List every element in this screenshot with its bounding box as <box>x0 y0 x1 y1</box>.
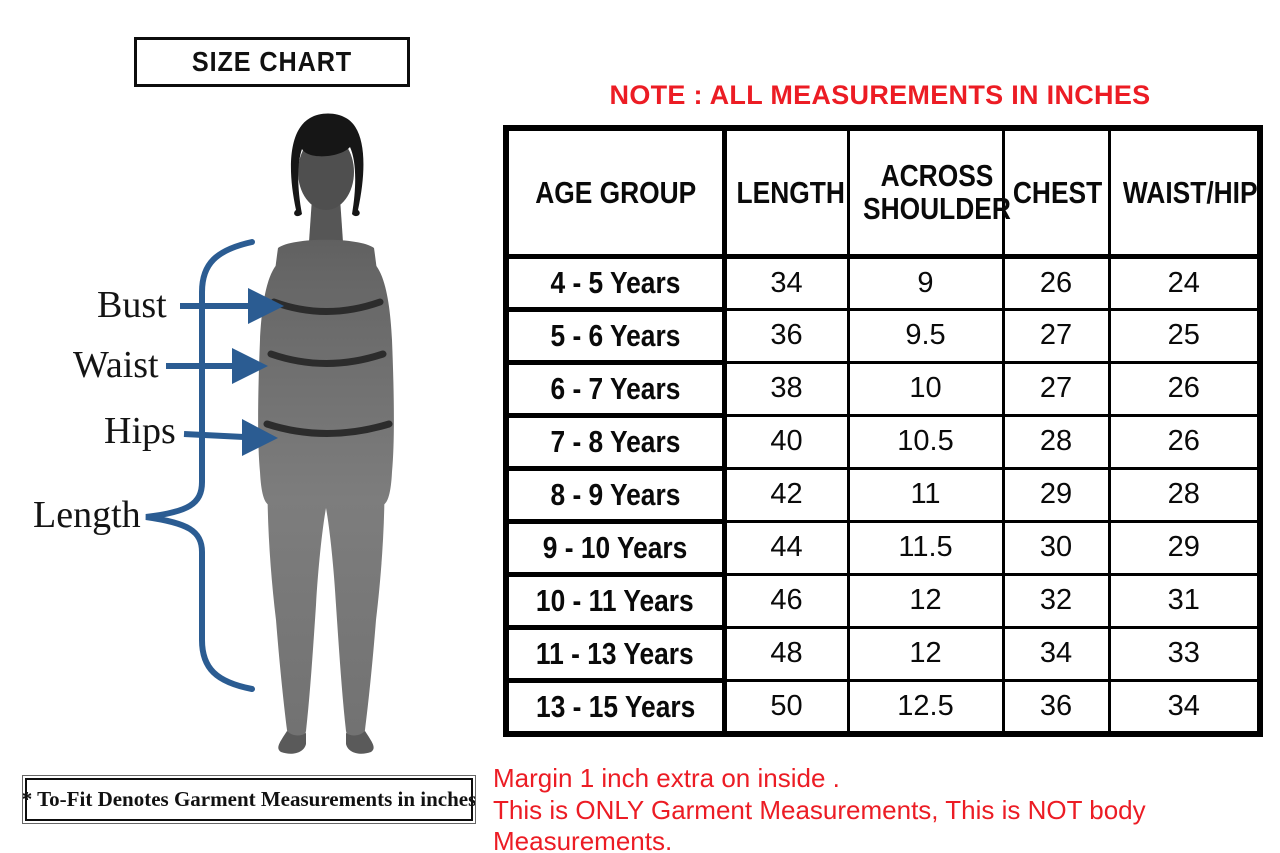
chest-cell: 32 <box>1001 572 1111 629</box>
waist-hip-cell: 31 <box>1107 572 1262 629</box>
age-group-cell: 13 - 15 Years <box>535 688 695 724</box>
table-row: 6 - 7 Years 38 10 27 26 <box>503 359 1262 418</box>
length-cell: 40 <box>722 413 850 470</box>
length-cell: 46 <box>722 572 850 629</box>
column-header-chest: CHEST <box>1012 174 1102 210</box>
waist-hip-cell: 29 <box>1107 519 1262 576</box>
measurements-note: NOTE : ALL MEASUREMENTS IN INCHES <box>609 80 1151 110</box>
waist-label: Waist <box>73 344 159 386</box>
chest-cell: 36 <box>1001 678 1111 736</box>
hips-band <box>263 420 393 437</box>
waist-hip-cell: 25 <box>1107 307 1262 364</box>
across-shoulder-cell: 11.5 <box>846 519 1005 576</box>
length-cell: 34 <box>722 254 850 311</box>
across-shoulder-cell: 12 <box>846 625 1005 682</box>
chest-cell: 28 <box>1001 413 1111 470</box>
across-shoulder-cell: 11 <box>846 466 1005 523</box>
table-row: 10 - 11 Years 46 12 32 31 <box>503 571 1262 630</box>
waist-hip-cell: 26 <box>1107 413 1262 470</box>
table-row: 11 - 13 Years 48 12 34 33 <box>503 624 1262 683</box>
garment-note: This is ONLY Garment Measurements, This … <box>493 795 1146 853</box>
age-group-cell: 10 - 11 Years <box>536 582 695 618</box>
column-header-length: LENGTH <box>736 174 845 210</box>
age-group-cell: 11 - 13 Years <box>536 635 695 671</box>
age-group-cell: 4 - 5 Years <box>550 264 681 300</box>
age-group-cell: 9 - 10 Years <box>542 529 688 565</box>
child-silhouette <box>258 113 394 754</box>
length-cell: 44 <box>722 519 850 576</box>
length-cell: 42 <box>722 466 850 523</box>
age-group-cell: 7 - 8 Years <box>550 423 681 459</box>
across-shoulder-cell: 10.5 <box>846 413 1005 470</box>
across-shoulder-cell: 10 <box>846 360 1005 417</box>
chest-cell: 30 <box>1001 519 1111 576</box>
chest-cell: 29 <box>1001 466 1111 523</box>
chest-cell: 27 <box>1001 307 1111 364</box>
length-bracket-icon <box>145 239 255 692</box>
margin-note: Margin 1 inch extra on inside . <box>493 763 840 793</box>
chest-cell: 34 <box>1001 625 1111 682</box>
table-row: 4 - 5 Years 34 9 26 24 <box>503 253 1262 312</box>
across-shoulder-cell: 9.5 <box>846 307 1005 364</box>
tofit-note: * To-Fit Denotes Garment Measurements in… <box>21 787 477 811</box>
child-silhouette-diagram <box>145 113 394 754</box>
bust-arrow-icon <box>180 288 284 324</box>
age-group-cell: 8 - 9 Years <box>550 476 681 512</box>
chest-cell: 27 <box>1001 360 1111 417</box>
waist-hip-cell: 34 <box>1107 678 1262 736</box>
hair <box>290 113 364 217</box>
length-cell: 50 <box>722 678 850 736</box>
across-shoulder-cell: 12 <box>846 572 1005 629</box>
table-header-row: AGE GROUP LENGTH ACROSS SHOULDER CHEST W… <box>503 125 1262 259</box>
waist-hip-cell: 24 <box>1107 254 1262 311</box>
bust-label: Bust <box>97 284 167 326</box>
waist-band <box>267 350 387 367</box>
length-label: Length <box>33 494 141 536</box>
bust-band <box>270 298 384 315</box>
table-row: 5 - 6 Years 36 9.5 27 25 <box>503 306 1262 365</box>
waist-hip-cell: 28 <box>1107 466 1262 523</box>
column-header-waist-hip: WAIST/HIP <box>1122 174 1258 210</box>
size-chart-title-box: SIZE CHART <box>134 37 410 87</box>
column-header-across-shoulder: ACROSS SHOULDER <box>862 157 1011 227</box>
across-shoulder-cell: 9 <box>846 254 1005 311</box>
waist-arrow-icon <box>166 348 268 384</box>
across-shoulder-cell: 12.5 <box>846 678 1005 736</box>
length-cell: 38 <box>722 360 850 417</box>
table-row: 13 - 15 Years 50 12.5 36 34 <box>503 677 1262 737</box>
column-header-age-group: AGE GROUP <box>534 174 696 210</box>
waist-hip-cell: 33 <box>1107 625 1262 682</box>
table-row: 7 - 8 Years 40 10.5 28 26 <box>503 412 1262 471</box>
size-chart-title: SIZE CHART <box>191 46 353 77</box>
waist-hip-cell: 26 <box>1107 360 1262 417</box>
length-cell: 36 <box>722 307 850 364</box>
length-cell: 48 <box>722 625 850 682</box>
table-row: 8 - 9 Years 42 11 29 28 <box>503 465 1262 524</box>
hips-arrow-icon <box>183 419 278 456</box>
hips-label: Hips <box>104 410 176 452</box>
age-group-cell: 6 - 7 Years <box>550 370 681 406</box>
age-group-cell: 5 - 6 Years <box>550 317 681 353</box>
table-row: 9 - 10 Years 44 11.5 30 29 <box>503 518 1262 577</box>
chest-cell: 26 <box>1001 254 1111 311</box>
size-table: AGE GROUP LENGTH ACROSS SHOULDER CHEST W… <box>503 125 1263 737</box>
tofit-note-box: * To-Fit Denotes Garment Measurements in… <box>22 775 476 824</box>
